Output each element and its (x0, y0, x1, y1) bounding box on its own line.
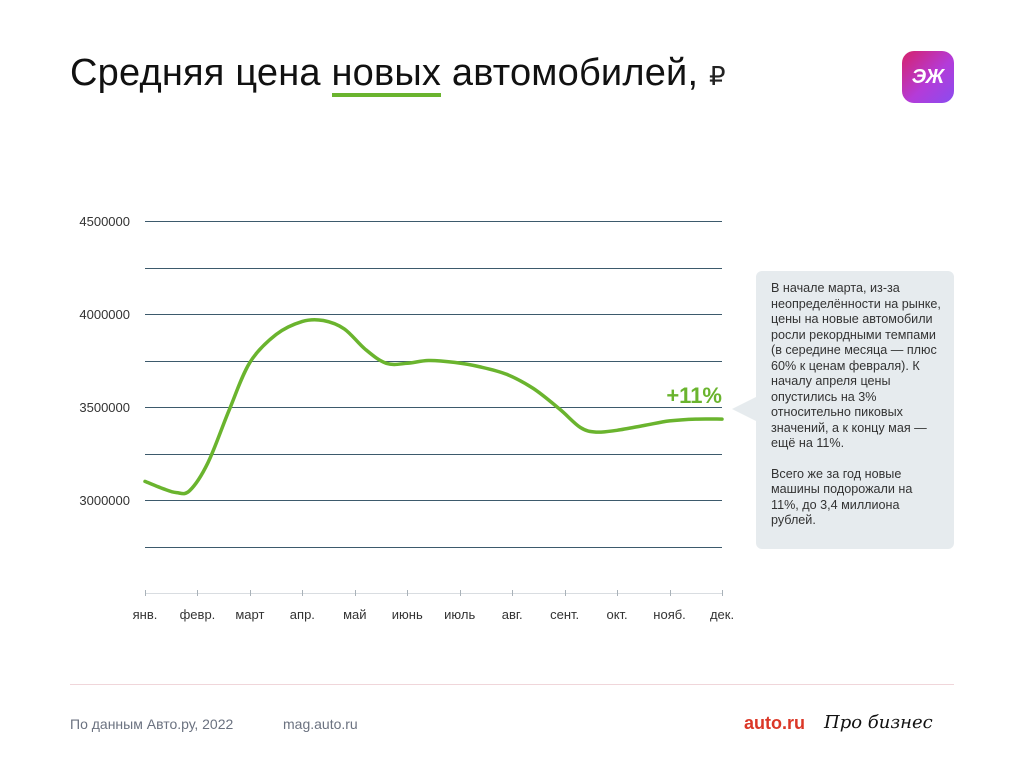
callout-paragraph-2: Всего же за год новые машины подорожали … (771, 466, 913, 528)
footer-divider (70, 684, 954, 685)
currency-sign: ₽ (708, 61, 726, 91)
x-tick-label: апр. (290, 607, 315, 622)
x-tick-label: март (235, 607, 264, 622)
brand-auto-ru[interactable]: auto.ru (744, 713, 805, 733)
x-tick-label: июль (444, 607, 475, 622)
y-tick-label: 3500000 (79, 400, 130, 415)
source-note: По данным Авто.ру, 2022 (70, 716, 234, 732)
x-tick-label: июнь (392, 607, 423, 622)
x-tick-label: февр. (180, 607, 216, 622)
magazine-logo-icon[interactable]: ЭЖ (902, 51, 954, 103)
series-layer (143, 317, 724, 496)
x-tick-label: май (343, 607, 366, 622)
logo-text: ЭЖ (911, 65, 945, 88)
x-tick-label: дек. (710, 607, 734, 622)
x-tick-label: янв. (133, 607, 158, 622)
callout-paragraph-1: В начале марта, из-за неопределённости н… (771, 281, 941, 450)
title-suffix: автомобилей, (441, 52, 709, 94)
x-tick-label: авг. (502, 607, 523, 622)
y-tick-label: 4500000 (79, 214, 130, 229)
page-title: Средняя цена новых автомобилей, ₽ (70, 52, 726, 97)
callout-box: В начале марта, из-за неопределённости н… (732, 271, 954, 549)
y-tick-label: 4000000 (79, 307, 130, 322)
x-tick-label: сент. (550, 607, 579, 622)
annotation-label: +11% (666, 383, 722, 408)
series-line-average-price (143, 317, 724, 496)
grid-layer (145, 221, 723, 596)
x-tick-label: окт. (606, 607, 627, 622)
y-tick-label: 3000000 (79, 493, 130, 508)
title-prefix: Средняя цена (70, 52, 332, 94)
site-link[interactable]: mag.auto.ru (283, 716, 358, 732)
x-axis-labels: янв. февр. март апр. май июнь июль авг. сент. окт… (133, 607, 734, 622)
title-highlight: новых (331, 52, 442, 97)
y-axis-labels: 3000000 3500000 4000000 4500000 (79, 214, 130, 508)
brand-pro-biznes[interactable]: Про бизнес (824, 712, 933, 733)
x-tick-label: нояб. (653, 607, 686, 622)
